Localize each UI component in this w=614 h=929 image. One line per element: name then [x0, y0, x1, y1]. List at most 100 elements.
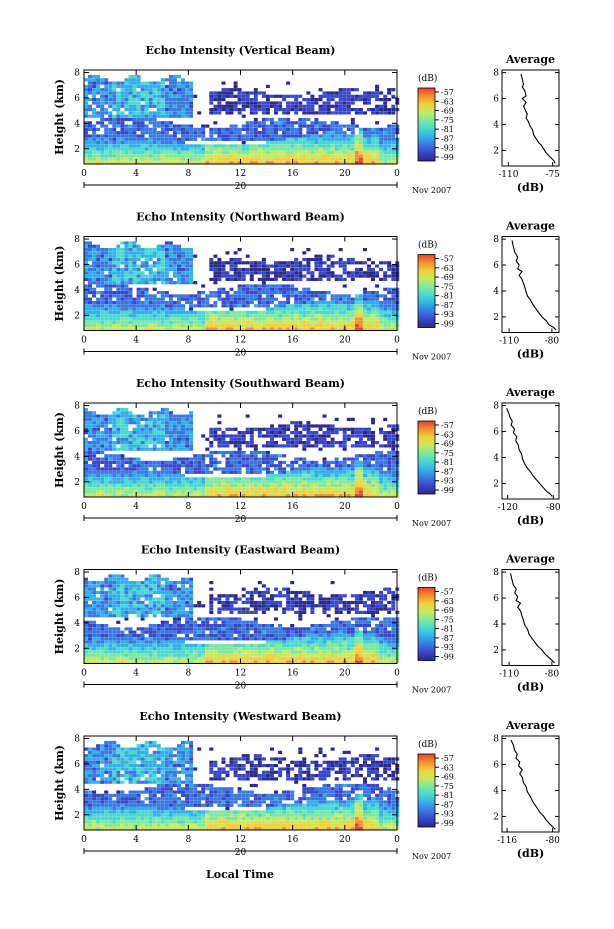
heatmap-cell — [338, 304, 343, 308]
heatmap-cell — [233, 320, 238, 324]
heatmap-cell — [367, 257, 371, 262]
heatmap-cell — [237, 144, 242, 148]
heatmap-cell — [156, 483, 161, 488]
heatmap-cell — [270, 291, 274, 295]
heatmap-cell — [116, 441, 121, 445]
heatmap-cell — [96, 281, 101, 285]
heatmap-cell — [88, 493, 92, 497]
heatmap-cell — [144, 111, 149, 115]
heatmap-cell — [298, 147, 303, 151]
heatmap-cell — [128, 147, 133, 151]
heatmap-cell — [148, 117, 153, 122]
heatmap-cell — [245, 457, 250, 461]
heatmap-cell — [88, 274, 92, 278]
heatmap-cell — [310, 104, 315, 108]
heatmap-cell — [375, 487, 380, 491]
heatmap-cell — [375, 653, 380, 657]
heatmap-cell — [371, 441, 375, 445]
heatmap-cell — [197, 493, 202, 497]
heatmap-cell — [108, 437, 113, 441]
heatmap-cell — [310, 480, 315, 484]
heatmap-cell — [298, 101, 303, 105]
heatmap-cell — [100, 474, 105, 478]
heatmap-cell — [152, 483, 157, 488]
heatmap-cell — [120, 117, 125, 122]
heatmap-cell — [108, 434, 113, 438]
heatmap-cell — [160, 91, 165, 95]
heatmap-cell — [144, 137, 149, 141]
heatmap-cell — [108, 487, 113, 491]
heatmap-cell — [367, 101, 371, 105]
heatmap-cell — [346, 271, 351, 275]
x-tick-label: 16 — [287, 502, 299, 512]
heatmap-cell — [168, 447, 173, 451]
heatmap-cell — [367, 310, 371, 314]
heatmap-cell — [270, 317, 274, 321]
heatmap-cell — [100, 421, 105, 425]
heatmap-cell — [148, 94, 153, 98]
heatmap-cell — [116, 94, 121, 98]
heatmap-cell — [358, 477, 363, 481]
heatmap-cell — [152, 84, 157, 88]
heatmap-cell — [358, 470, 363, 474]
heatmap-cell — [160, 108, 165, 112]
heatmap-cell — [88, 284, 92, 288]
heatmap-cell — [148, 310, 153, 314]
heatmap-cell — [383, 134, 388, 138]
heatmap-cell — [100, 450, 105, 455]
heatmap-cell — [261, 144, 266, 148]
heatmap-cell — [177, 493, 181, 497]
heatmap-cell — [221, 88, 226, 92]
heatmap-cell — [346, 427, 351, 431]
heatmap-cell — [233, 94, 238, 98]
heatmap-cell — [164, 84, 169, 88]
heatmap-cell — [88, 74, 92, 79]
heatmap-cell — [140, 431, 145, 435]
heatmap-cell — [274, 150, 278, 155]
heatmap-cell — [152, 264, 157, 268]
heatmap-cell — [120, 297, 125, 301]
heatmap-cell — [326, 147, 331, 151]
heatmap-cell — [237, 287, 242, 291]
heatmap-cell — [112, 304, 117, 308]
heatmap-cell — [298, 291, 303, 295]
heatmap-cell — [160, 124, 165, 128]
heatmap-cell — [330, 441, 335, 445]
heatmap-cell — [144, 104, 149, 108]
heatmap-cell — [168, 304, 173, 308]
colorbar-tick-label: -99 — [441, 486, 454, 495]
heatmap-cell — [128, 660, 133, 664]
heatmap-cell — [92, 281, 97, 285]
heatmap-cell — [278, 460, 283, 464]
heatmap-cell — [189, 254, 194, 258]
heatmap-cell — [290, 137, 295, 141]
heatmap-cell — [213, 660, 218, 664]
heatmap-cell — [350, 480, 355, 484]
heatmap-cell — [92, 291, 97, 295]
heatmap-cell — [375, 483, 380, 488]
heatmap-cell — [265, 477, 270, 481]
heatmap-cell — [88, 144, 92, 148]
heatmap-cell — [257, 431, 262, 435]
heatmap-cell — [124, 104, 129, 108]
heatmap-cell — [278, 154, 283, 158]
heatmap-cell — [371, 150, 375, 155]
heatmap-cell — [310, 470, 315, 474]
heatmap-cell — [128, 467, 133, 471]
heatmap-cell — [322, 441, 327, 445]
heatmap-cell — [136, 437, 141, 441]
heatmap-cell — [148, 653, 153, 657]
heatmap-cell — [350, 261, 355, 265]
heatmap-cell — [112, 467, 117, 471]
heatmap-cell — [233, 157, 238, 161]
heatmap-cell — [217, 317, 222, 321]
heatmap-cell — [261, 154, 266, 158]
heatmap-cell — [322, 474, 327, 478]
heatmap-cell — [310, 157, 315, 161]
heatmap-cell — [338, 137, 343, 141]
heatmap-cell — [229, 104, 234, 108]
heatmap-cell — [257, 144, 262, 148]
heatmap-cell — [112, 327, 117, 331]
heatmap-cell — [306, 304, 311, 308]
heatmap-cell — [172, 147, 177, 151]
